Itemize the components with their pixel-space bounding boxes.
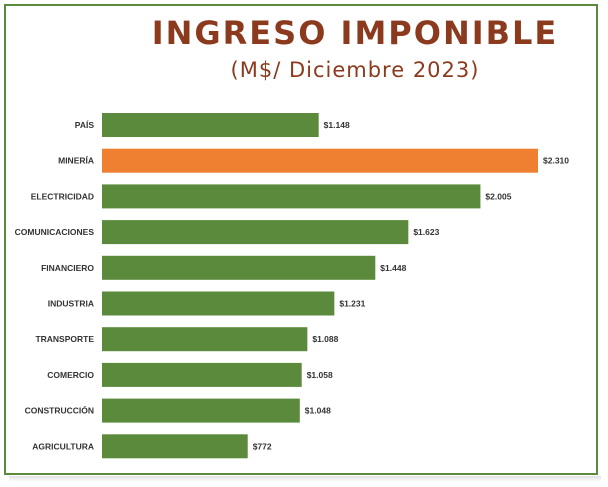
value-label-agricultura: $772 xyxy=(253,441,272,451)
chart-title: INGRESO IMPONIBLE xyxy=(151,14,559,52)
category-label-electricidad: ELECTRICIDAD xyxy=(31,191,94,201)
value-label-industria: $1.231 xyxy=(339,299,365,309)
value-label-construccion: $1.048 xyxy=(305,406,331,416)
category-label-mineria: MINERÍA xyxy=(58,156,94,166)
value-label-comercio: $1.058 xyxy=(307,370,333,380)
category-label-pais: PAÍS xyxy=(75,120,95,130)
category-label-construccion: CONSTRUCCIÓN xyxy=(25,405,94,416)
bar-industria xyxy=(102,291,335,316)
frame-shadow xyxy=(9,476,601,482)
bar-construccion xyxy=(102,398,300,423)
value-label-mineria: $2.310 xyxy=(543,156,569,166)
category-label-industria: INDUSTRIA xyxy=(48,299,94,309)
value-label-electricidad: $2.005 xyxy=(485,191,511,201)
value-label-comunicaciones: $1.623 xyxy=(413,227,439,237)
bar-electricidad xyxy=(102,184,481,209)
category-label-comunicaciones: COMUNICACIONES xyxy=(15,227,95,237)
value-label-financiero: $1.448 xyxy=(380,263,406,273)
bar-comunicaciones xyxy=(102,220,409,245)
bar-comercio xyxy=(102,362,302,387)
category-label-transporte: TRANSPORTE xyxy=(35,334,94,344)
value-label-transporte: $1.088 xyxy=(312,334,338,344)
bar-agricultura xyxy=(102,434,248,459)
chart-subtitle: (M$/ Diciembre 2023) xyxy=(230,58,480,82)
category-label-agricultura: AGRICULTURA xyxy=(32,441,94,451)
bar-financiero xyxy=(102,255,376,280)
value-label-pais: $1.148 xyxy=(324,120,350,130)
bar-pais xyxy=(102,113,319,137)
category-label-comercio: COMERCIO xyxy=(47,370,94,380)
category-label-financiero: FINANCIERO xyxy=(41,263,94,273)
bar-transporte xyxy=(102,327,308,352)
bar-mineria xyxy=(102,148,538,173)
